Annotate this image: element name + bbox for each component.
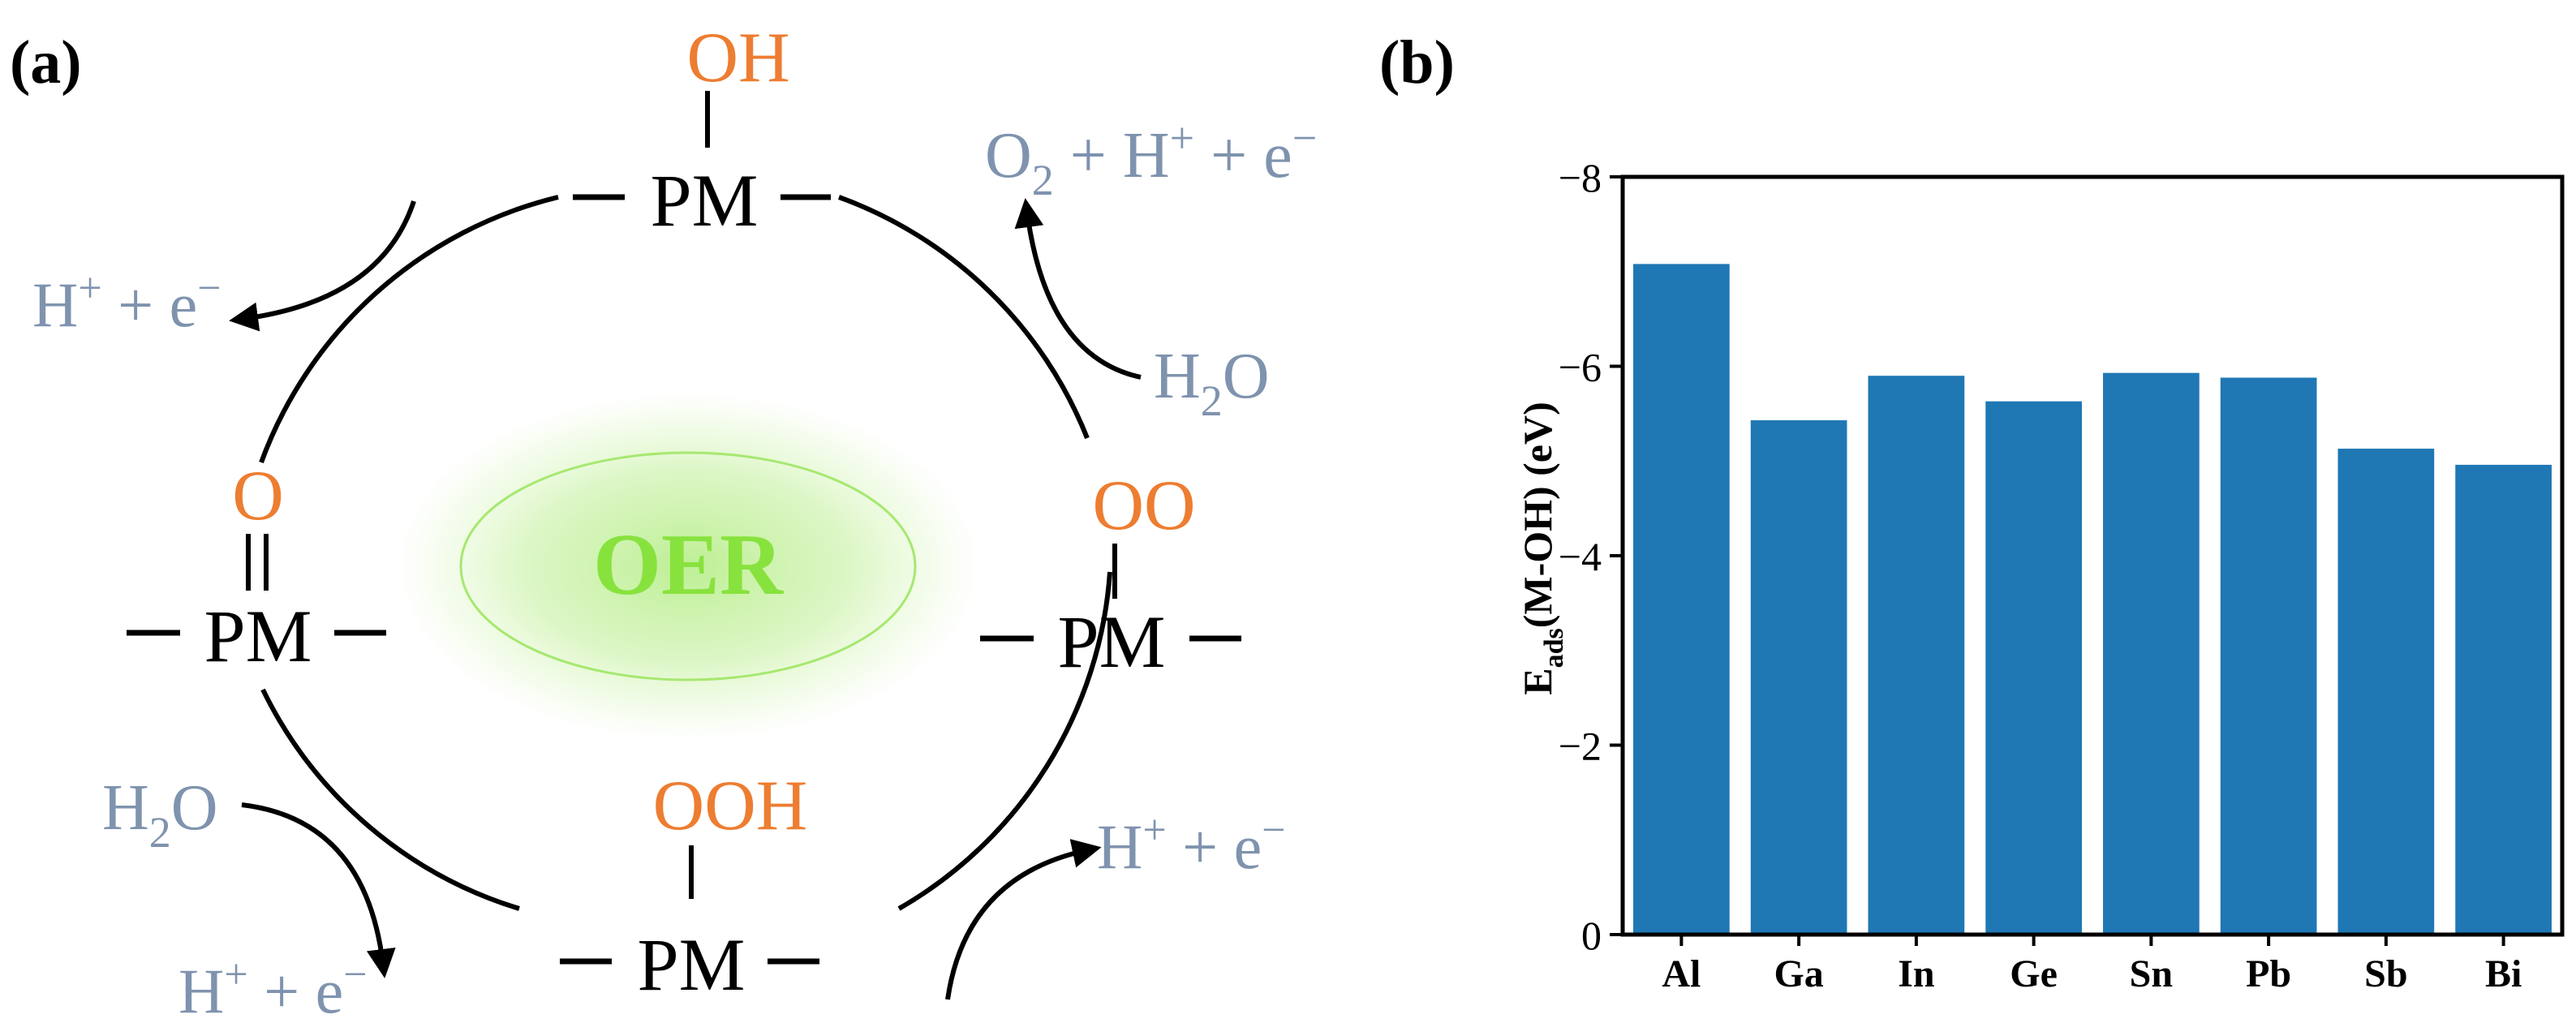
- x-ticks: Al Ga In Ge Sn Pb Sb Bi: [1662, 935, 2522, 995]
- intermediate-right: OO PM: [980, 466, 1241, 683]
- x-tick-label-in: In: [1898, 952, 1934, 995]
- cycle-ring: [259, 195, 1112, 911]
- arrow-top-right: [1014, 198, 1142, 380]
- arrow-bottom-left: [241, 802, 396, 978]
- panel-a-label: (a): [10, 28, 82, 97]
- oer-center: OER: [396, 392, 980, 741]
- intermediate-bottom: OOH PM: [560, 767, 819, 1006]
- bar-in: [1868, 376, 1965, 935]
- x-tick-label-ga: Ga: [1774, 952, 1823, 995]
- cycle-arc-top-right: [837, 195, 1090, 440]
- bar-al: [1633, 264, 1730, 935]
- y-tick-label: −2: [1559, 724, 1602, 769]
- site-pm-top: PM: [651, 159, 759, 242]
- adsorbate-ooh: OOH: [653, 767, 808, 845]
- species-top-left-product: H+ + e−: [32, 265, 221, 340]
- x-tick-label-bi: Bi: [2485, 952, 2522, 995]
- species-bottom-left-reactant: H2O: [102, 772, 218, 857]
- panel-b: (b) 0 −2 −4 −6 −8 Al Ga In Ge Sn Pb Sb Bi Eads(M-OH…: [1379, 28, 2565, 995]
- oer-ring: [459, 451, 917, 681]
- y-tick-label: 0: [1581, 913, 1602, 958]
- bar-ga: [1750, 420, 1847, 935]
- oer-text: OER: [593, 517, 784, 613]
- adsorbate-oo: OO: [1092, 466, 1195, 545]
- species-bottom-right-product: H+ + e−: [1097, 807, 1286, 882]
- site-pm-right: PM: [1058, 600, 1166, 683]
- plot-frame: [1620, 174, 2565, 937]
- arrow-top-left: [229, 200, 416, 332]
- reaction-arrows: [229, 198, 1142, 1000]
- x-tick-label-sn: Sn: [2130, 952, 2173, 995]
- x-tick-label-sb: Sb: [2364, 952, 2407, 995]
- intermediate-top: OH PM: [573, 19, 831, 242]
- arrow-bottom-right: [945, 839, 1102, 1000]
- cycle-arc-top-left: [259, 195, 559, 464]
- bar-sn: [2103, 372, 2200, 935]
- y-ticks: 0 −2 −4 −6 −8: [1559, 155, 1623, 958]
- bar-chart: 0 −2 −4 −6 −8 Al Ga In Ge Sn Pb Sb Bi Eads(M-OH) (e…: [1515, 155, 2565, 995]
- x-tick-label-al: Al: [1662, 952, 1701, 995]
- y-tick-label: −8: [1559, 155, 1602, 200]
- site-pm-bottom: PM: [638, 923, 746, 1006]
- bars: [1633, 264, 2552, 935]
- bar-sb: [2337, 449, 2435, 935]
- panel-a: (a) OER OH PM OO PM: [10, 19, 1317, 1026]
- panel-b-label: (b): [1379, 28, 1455, 97]
- site-pm-left: PM: [204, 595, 312, 677]
- bar-bi: [2455, 464, 2552, 935]
- bar-pb: [2220, 377, 2317, 935]
- adsorbate-o: O: [232, 457, 284, 535]
- x-tick-label-pb: Pb: [2246, 952, 2291, 995]
- y-tick-label: −6: [1559, 345, 1602, 390]
- adsorbate-oh: OH: [686, 19, 789, 97]
- cycle-arc-bottom-right: [897, 571, 1112, 911]
- species-bottom-left-product: H+ + e−: [178, 952, 368, 1026]
- x-tick-label-ge: Ge: [2010, 952, 2058, 995]
- y-tick-label: −4: [1559, 534, 1602, 579]
- species-top-right-product: O2 + H+ + e−: [985, 114, 1317, 204]
- species-right-reactant: H2O: [1154, 341, 1270, 425]
- cycle-arc-bottom-left: [260, 688, 520, 911]
- bar-ge: [1985, 401, 2082, 935]
- intermediate-left: O PM: [127, 457, 386, 677]
- y-axis-label: Eads(M-OH) (eV): [1515, 402, 1569, 695]
